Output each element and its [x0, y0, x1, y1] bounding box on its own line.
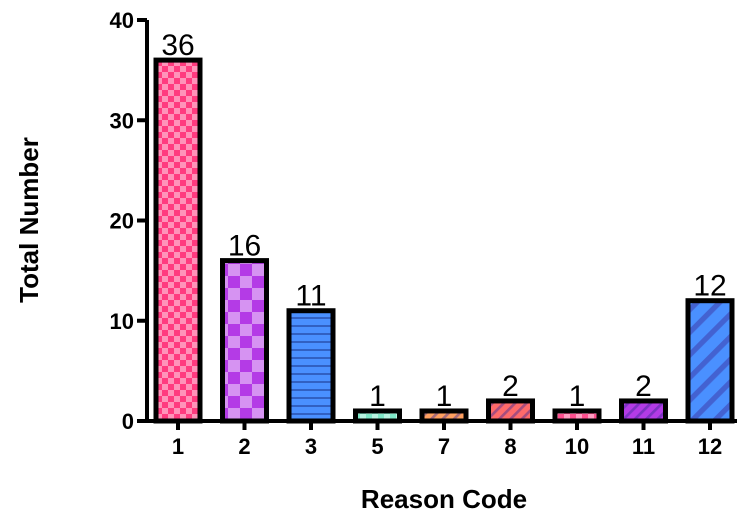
data-label-5: 1 [369, 380, 386, 413]
x-ticks: 1 2 3 5 7 8 10 11 12 [172, 421, 722, 459]
x-tick-label-5: 5 [371, 434, 383, 459]
bar-8 [486, 398, 535, 424]
x-tick-label-10: 10 [565, 434, 589, 459]
bar-12 [685, 298, 735, 424]
x-tick-label-7: 7 [438, 434, 450, 459]
y-tick-label-20: 20 [110, 209, 134, 234]
data-label-2: 16 [228, 230, 261, 263]
bar-3 [286, 308, 336, 424]
data-label-1: 36 [161, 29, 194, 62]
data-label-7: 1 [436, 380, 453, 413]
y-axis-title: Total Number [14, 137, 44, 303]
x-tick-label-2: 2 [238, 434, 250, 459]
y-ticks: 0 10 20 30 40 [110, 8, 147, 434]
bar-1 [153, 57, 203, 424]
x-tick-label-11: 11 [632, 434, 655, 459]
bar-11 [619, 398, 668, 424]
x-tick-label-8: 8 [504, 434, 516, 459]
bars-layer [153, 57, 735, 424]
y-tick-label-30: 30 [110, 108, 134, 133]
x-tick-label-12: 12 [698, 434, 722, 459]
data-label-3: 11 [295, 280, 326, 313]
data-label-10: 1 [569, 380, 586, 413]
y-tick-label-40: 40 [110, 8, 134, 33]
x-tick-label-3: 3 [305, 434, 317, 459]
x-tick-label-1: 1 [172, 434, 184, 459]
data-label-11: 2 [635, 370, 652, 403]
y-tick-label-10: 10 [110, 309, 134, 334]
y-tick-label-0: 0 [122, 409, 134, 434]
bar-2 [220, 258, 269, 424]
x-axis-title: Reason Code [361, 484, 527, 514]
data-label-8: 2 [502, 370, 519, 403]
data-label-12: 12 [693, 270, 726, 303]
